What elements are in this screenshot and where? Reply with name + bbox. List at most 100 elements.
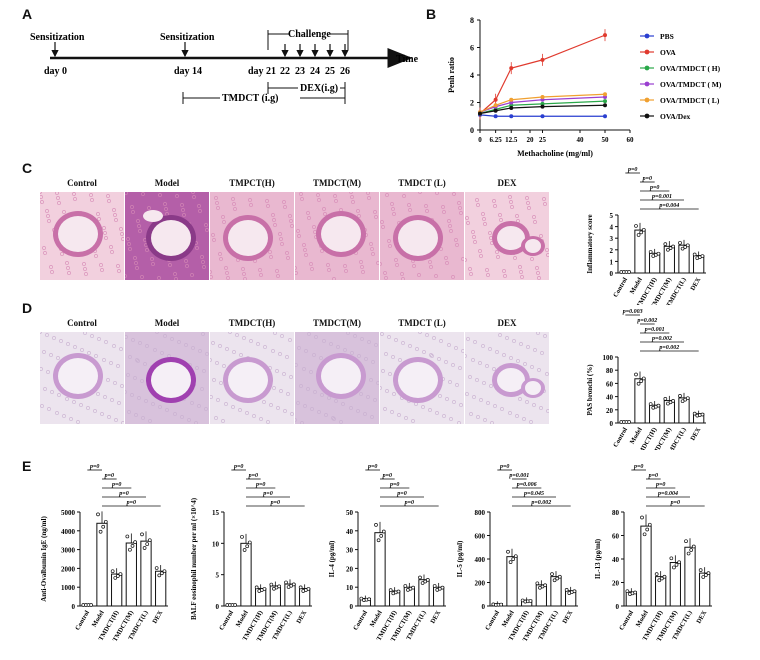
tissue-texture [135, 358, 139, 362]
tissue-texture [104, 340, 108, 344]
data-point [698, 568, 703, 573]
tissue-texture [411, 419, 415, 423]
data-point [642, 532, 647, 537]
tissue-texture [106, 378, 110, 382]
tissue-texture [279, 389, 283, 393]
category-label: Model [235, 609, 250, 628]
data-point [89, 603, 93, 607]
y-tick-label: 2 [610, 247, 614, 255]
y-tick-label: 800 [475, 509, 486, 517]
tissue-texture [158, 405, 162, 409]
tissue-texture [442, 414, 446, 418]
data-point [242, 548, 247, 552]
tissue-texture [401, 341, 405, 345]
tissue-texture [309, 370, 313, 374]
data-point [677, 560, 681, 565]
p-value-label: p=0 [642, 176, 652, 182]
p-value-label: p=0.002 [658, 345, 679, 351]
tissue-texture [242, 336, 246, 340]
tissue-texture [216, 398, 220, 402]
tissue-texture [204, 223, 208, 227]
data-point [634, 224, 638, 228]
tissue-texture [215, 361, 219, 365]
panel-label-e: E [22, 458, 32, 474]
tissue-texture [114, 418, 118, 422]
tissue-texture [285, 355, 289, 359]
tissue-texture [249, 339, 253, 343]
micrograph-title: Control [67, 318, 97, 328]
tissue-texture [515, 214, 519, 218]
y-axis-label: IL-4 (pg/ml) [328, 540, 336, 577]
data-point [381, 529, 386, 534]
tissue-texture [288, 214, 292, 218]
tissue-texture [391, 355, 395, 359]
tissue-texture [343, 264, 347, 268]
tissue-texture [283, 205, 287, 209]
tissue-texture [163, 202, 167, 206]
y-tick-label: 0 [610, 420, 614, 428]
tissue-texture [334, 399, 338, 403]
tissue-texture [120, 232, 124, 236]
tissue-texture [482, 381, 486, 385]
tissue-texture [418, 332, 422, 334]
p-value-label: p=0.001 [508, 473, 529, 479]
data-point [633, 590, 637, 595]
tissue-texture [322, 207, 326, 211]
tissue-texture [271, 213, 275, 217]
tissue-texture [455, 383, 459, 387]
tissue-texture [469, 272, 473, 276]
tissue-texture [233, 207, 237, 211]
tissue-texture [163, 334, 167, 338]
tissue-texture [150, 257, 154, 261]
tissue-texture [252, 414, 256, 418]
data-point [671, 244, 675, 249]
data-point [96, 512, 100, 517]
tissue-texture [153, 348, 157, 352]
legend-marker [644, 113, 650, 119]
tissue-texture [459, 211, 463, 215]
data-point [493, 114, 498, 119]
data-point [692, 252, 697, 257]
data-point [509, 97, 514, 102]
tissue-texture [221, 419, 225, 423]
y-tick-label: 50 [346, 509, 354, 517]
tissue-texture [356, 209, 360, 213]
tissue-texture [376, 261, 379, 265]
tissue-texture [381, 225, 385, 229]
y-tick-label: 8 [470, 16, 474, 25]
penh-line-chart: 0 2 4 6 8 0 6.25 12.5 20 25 40 50 60 Methacholine (mg… [447, 16, 722, 158]
tissue-texture [211, 233, 215, 237]
p-value-label: p=0 [248, 473, 258, 479]
tissue-texture [242, 272, 246, 276]
tissue-texture [120, 384, 124, 388]
data-point [603, 99, 607, 104]
data-point [685, 243, 690, 248]
data-point [684, 539, 688, 544]
tissue-texture [100, 412, 104, 416]
category-label: Control [612, 276, 629, 298]
tissue-texture [109, 245, 113, 249]
panel-label-c: C [22, 160, 33, 176]
tissue-texture [259, 273, 263, 277]
tissue-texture [380, 220, 384, 224]
micrograph-title: DEX [497, 178, 517, 188]
y-tick-label: 0 [216, 603, 220, 611]
tissue-texture [361, 270, 365, 274]
tissue-texture [43, 387, 47, 391]
tissue-texture [125, 390, 127, 394]
tissue-texture [273, 332, 277, 335]
category-label: Model [635, 609, 650, 628]
tissue-texture [212, 378, 216, 382]
tissue-texture [297, 346, 301, 350]
data-point [245, 544, 250, 549]
bar [640, 525, 652, 607]
data-point [685, 396, 690, 401]
tissue-texture [130, 393, 134, 397]
tissue-texture [52, 336, 56, 340]
tissue-texture [327, 396, 331, 400]
tissue-texture [55, 411, 59, 415]
bar [634, 378, 646, 424]
data-point [269, 582, 274, 587]
tissue-texture [447, 343, 451, 347]
